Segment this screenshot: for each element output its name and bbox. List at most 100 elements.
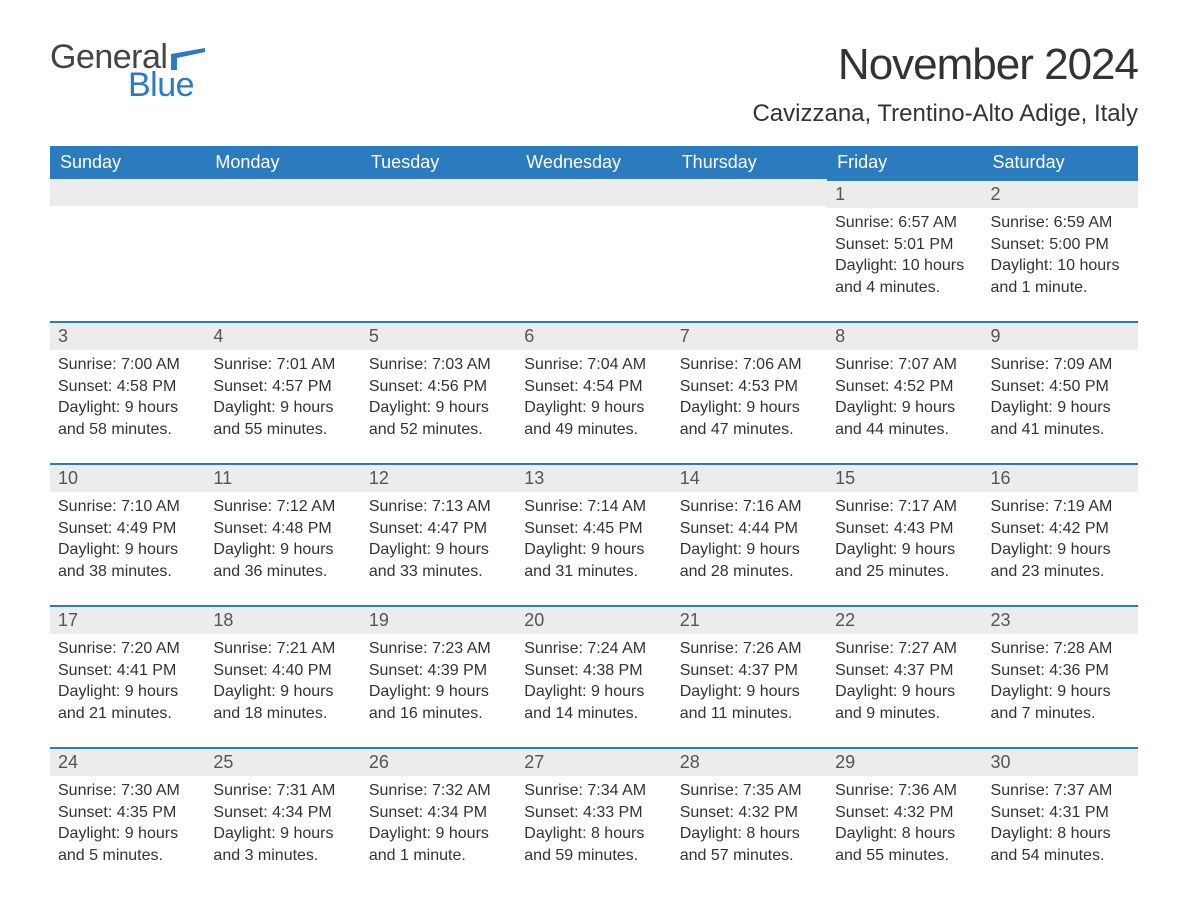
daylight-text: Daylight: 9 hours and 5 minutes. bbox=[58, 823, 197, 866]
day-number: 8 bbox=[827, 323, 982, 350]
sunrise-text: Sunrise: 6:59 AM bbox=[991, 212, 1130, 234]
day-number: 12 bbox=[361, 465, 516, 492]
daylight-text: Daylight: 9 hours and 14 minutes. bbox=[524, 681, 663, 724]
day-cell: 15Sunrise: 7:17 AMSunset: 4:43 PMDayligh… bbox=[827, 463, 982, 591]
calendar-cell bbox=[516, 179, 671, 307]
day-number: 17 bbox=[50, 607, 205, 634]
weekday-header: Thursday bbox=[672, 146, 827, 179]
day-cell: 24Sunrise: 7:30 AMSunset: 4:35 PMDayligh… bbox=[50, 747, 205, 875]
day-cell: 29Sunrise: 7:36 AMSunset: 4:32 PMDayligh… bbox=[827, 747, 982, 875]
day-details: Sunrise: 7:10 AMSunset: 4:49 PMDaylight:… bbox=[50, 492, 205, 590]
sunrise-text: Sunrise: 7:35 AM bbox=[680, 780, 819, 802]
calendar-cell: 13Sunrise: 7:14 AMSunset: 4:45 PMDayligh… bbox=[516, 463, 671, 591]
sunrise-text: Sunrise: 7:37 AM bbox=[991, 780, 1130, 802]
day-cell: 13Sunrise: 7:14 AMSunset: 4:45 PMDayligh… bbox=[516, 463, 671, 591]
sunset-text: Sunset: 4:37 PM bbox=[680, 660, 819, 682]
day-number: 26 bbox=[361, 749, 516, 776]
calendar-week-row: 17Sunrise: 7:20 AMSunset: 4:41 PMDayligh… bbox=[50, 605, 1138, 733]
day-cell: 5Sunrise: 7:03 AMSunset: 4:56 PMDaylight… bbox=[361, 321, 516, 449]
calendar-cell: 4Sunrise: 7:01 AMSunset: 4:57 PMDaylight… bbox=[205, 321, 360, 449]
day-cell: 10Sunrise: 7:10 AMSunset: 4:49 PMDayligh… bbox=[50, 463, 205, 591]
empty-day bbox=[50, 179, 205, 307]
day-number: 16 bbox=[983, 465, 1138, 492]
calendar-cell: 23Sunrise: 7:28 AMSunset: 4:36 PMDayligh… bbox=[983, 605, 1138, 733]
day-cell: 25 Sunrise: 7:31 AMSunset: 4:34 PMDayligh… bbox=[205, 747, 360, 875]
page-header: General Blue November 2024 Cavizzana, Tr… bbox=[50, 40, 1138, 128]
day-number: 30 bbox=[983, 749, 1138, 776]
calendar-cell: 27Sunrise: 7:34 AMSunset: 4:33 PMDayligh… bbox=[516, 747, 671, 875]
weekday-header: Monday bbox=[205, 146, 360, 179]
sunset-text: Sunset: 4:52 PM bbox=[835, 376, 974, 398]
daylight-text: Daylight: 9 hours and 49 minutes. bbox=[524, 397, 663, 440]
day-cell: 28Sunrise: 7:35 AMSunset: 4:32 PMDayligh… bbox=[672, 747, 827, 875]
sunset-text: Sunset: 4:34 PM bbox=[369, 802, 508, 824]
daylight-text: Daylight: 9 hours and 11 minutes. bbox=[680, 681, 819, 724]
day-details: Sunrise: 7:04 AMSunset: 4:54 PMDaylight:… bbox=[516, 350, 671, 448]
day-details: Sunrise: 7:12 AMSunset: 4:48 PMDaylight:… bbox=[205, 492, 360, 590]
daylight-text: Daylight: 9 hours and 47 minutes. bbox=[680, 397, 819, 440]
daylight-text: Daylight: 8 hours and 54 minutes. bbox=[991, 823, 1130, 866]
daylight-text: Daylight: 9 hours and 1 minute. bbox=[369, 823, 508, 866]
sunrise-text: Sunrise: 7:36 AM bbox=[835, 780, 974, 802]
empty-day-strip bbox=[205, 179, 360, 206]
day-cell: 16Sunrise: 7:19 AMSunset: 4:42 PMDayligh… bbox=[983, 463, 1138, 591]
day-number: 9 bbox=[983, 323, 1138, 350]
day-details: Sunrise: 7:23 AMSunset: 4:39 PMDaylight:… bbox=[361, 634, 516, 732]
sunrise-text: Sunrise: 7:13 AM bbox=[369, 496, 508, 518]
empty-day-strip bbox=[50, 179, 205, 206]
daylight-text: Daylight: 9 hours and 16 minutes. bbox=[369, 681, 508, 724]
day-cell: 20Sunrise: 7:24 AMSunset: 4:38 PMDayligh… bbox=[516, 605, 671, 733]
sunset-text: Sunset: 4:50 PM bbox=[991, 376, 1130, 398]
sunset-text: Sunset: 4:34 PM bbox=[213, 802, 352, 824]
sunrise-text: Sunrise: 7:31 AM bbox=[213, 780, 352, 802]
day-number: 25 bbox=[205, 749, 360, 776]
day-number: 4 bbox=[205, 323, 360, 350]
day-number: 11 bbox=[205, 465, 360, 492]
daylight-text: Daylight: 9 hours and 28 minutes. bbox=[680, 539, 819, 582]
sunset-text: Sunset: 4:36 PM bbox=[991, 660, 1130, 682]
calendar-cell: 26 Sunrise: 7:32 AMSunset: 4:34 PMDayligh… bbox=[361, 747, 516, 875]
calendar-cell: 28Sunrise: 7:35 AMSunset: 4:32 PMDayligh… bbox=[672, 747, 827, 875]
daylight-text: Daylight: 9 hours and 41 minutes. bbox=[991, 397, 1130, 440]
week-spacer bbox=[50, 733, 1138, 747]
day-cell: 6Sunrise: 7:04 AMSunset: 4:54 PMDaylight… bbox=[516, 321, 671, 449]
sunrise-text: Sunrise: 7:00 AM bbox=[58, 354, 197, 376]
sunset-text: Sunset: 4:53 PM bbox=[680, 376, 819, 398]
sunset-text: Sunset: 4:49 PM bbox=[58, 518, 197, 540]
weekday-header: Wednesday bbox=[516, 146, 671, 179]
day-details: Sunrise: 7:35 AMSunset: 4:32 PMDaylight:… bbox=[672, 776, 827, 874]
day-cell: 12Sunrise: 7:13 AMSunset: 4:47 PMDayligh… bbox=[361, 463, 516, 591]
daylight-text: Daylight: 9 hours and 55 minutes. bbox=[213, 397, 352, 440]
weekday-header-row: Sunday Monday Tuesday Wednesday Thursday… bbox=[50, 146, 1138, 179]
day-details: Sunrise: 7:30 AMSunset: 4:35 PMDaylight:… bbox=[50, 776, 205, 874]
sunrise-text: Sunrise: 7:17 AM bbox=[835, 496, 974, 518]
day-number: 15 bbox=[827, 465, 982, 492]
day-details: Sunrise: 7:00 AMSunset: 4:58 PMDaylight:… bbox=[50, 350, 205, 448]
sunrise-text: Sunrise: 7:24 AM bbox=[524, 638, 663, 660]
daylight-text: Daylight: 9 hours and 25 minutes. bbox=[835, 539, 974, 582]
calendar-cell: 2Sunrise: 6:59 AMSunset: 5:00 PMDaylight… bbox=[983, 179, 1138, 307]
daylight-text: Daylight: 9 hours and 9 minutes. bbox=[835, 681, 974, 724]
day-details: Sunrise: 7:24 AMSunset: 4:38 PMDaylight:… bbox=[516, 634, 671, 732]
day-details: Sunrise: 7:27 AMSunset: 4:37 PMDaylight:… bbox=[827, 634, 982, 732]
daylight-text: Daylight: 10 hours and 4 minutes. bbox=[835, 255, 974, 298]
empty-day bbox=[361, 179, 516, 307]
sunset-text: Sunset: 4:39 PM bbox=[369, 660, 508, 682]
sunset-text: Sunset: 4:45 PM bbox=[524, 518, 663, 540]
sunrise-text: Sunrise: 7:19 AM bbox=[991, 496, 1130, 518]
sunrise-text: Sunrise: 7:32 AM bbox=[369, 780, 508, 802]
sunset-text: Sunset: 4:32 PM bbox=[680, 802, 819, 824]
day-details: Sunrise: 7:19 AMSunset: 4:42 PMDaylight:… bbox=[983, 492, 1138, 590]
weekday-header: Tuesday bbox=[361, 146, 516, 179]
sunrise-text: Sunrise: 7:12 AM bbox=[213, 496, 352, 518]
daylight-text: Daylight: 9 hours and 18 minutes. bbox=[213, 681, 352, 724]
sunrise-text: Sunrise: 7:23 AM bbox=[369, 638, 508, 660]
sunset-text: Sunset: 4:56 PM bbox=[369, 376, 508, 398]
sunset-text: Sunset: 4:35 PM bbox=[58, 802, 197, 824]
calendar-cell bbox=[205, 179, 360, 307]
calendar-cell: 29Sunrise: 7:36 AMSunset: 4:32 PMDayligh… bbox=[827, 747, 982, 875]
daylight-text: Daylight: 9 hours and 3 minutes. bbox=[213, 823, 352, 866]
day-number: 23 bbox=[983, 607, 1138, 634]
day-number: 1 bbox=[827, 181, 982, 208]
sunset-text: Sunset: 4:40 PM bbox=[213, 660, 352, 682]
